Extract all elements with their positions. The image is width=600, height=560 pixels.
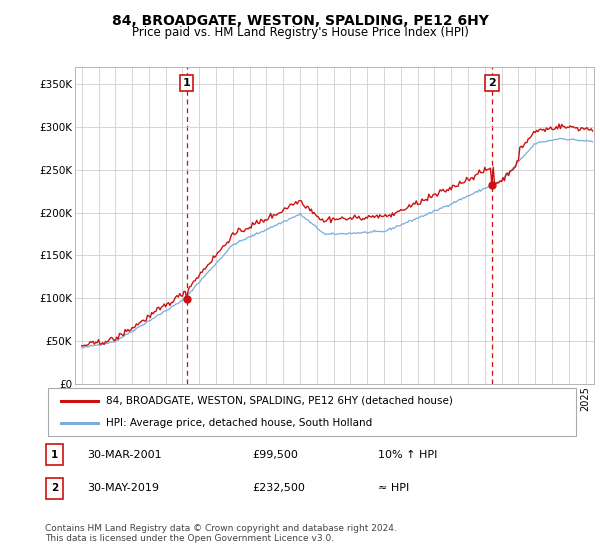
Text: 84, BROADGATE, WESTON, SPALDING, PE12 6HY: 84, BROADGATE, WESTON, SPALDING, PE12 6H… [112,14,488,28]
FancyBboxPatch shape [46,478,63,499]
FancyBboxPatch shape [46,444,63,465]
Text: 2: 2 [51,483,58,493]
Text: £232,500: £232,500 [252,483,305,493]
Text: 2: 2 [488,78,496,88]
Text: 30-MAR-2001: 30-MAR-2001 [87,450,161,460]
FancyBboxPatch shape [48,388,576,436]
Text: 10% ↑ HPI: 10% ↑ HPI [378,450,437,460]
Text: 1: 1 [183,78,191,88]
Text: ≈ HPI: ≈ HPI [378,483,409,493]
Text: This data is licensed under the Open Government Licence v3.0.: This data is licensed under the Open Gov… [45,534,334,543]
Text: 1: 1 [51,450,58,460]
Text: Price paid vs. HM Land Registry's House Price Index (HPI): Price paid vs. HM Land Registry's House … [131,26,469,39]
Text: £99,500: £99,500 [252,450,298,460]
Text: 30-MAY-2019: 30-MAY-2019 [87,483,159,493]
Text: Contains HM Land Registry data © Crown copyright and database right 2024.: Contains HM Land Registry data © Crown c… [45,524,397,533]
Text: HPI: Average price, detached house, South Holland: HPI: Average price, detached house, Sout… [106,418,373,428]
Text: 84, BROADGATE, WESTON, SPALDING, PE12 6HY (detached house): 84, BROADGATE, WESTON, SPALDING, PE12 6H… [106,395,453,405]
